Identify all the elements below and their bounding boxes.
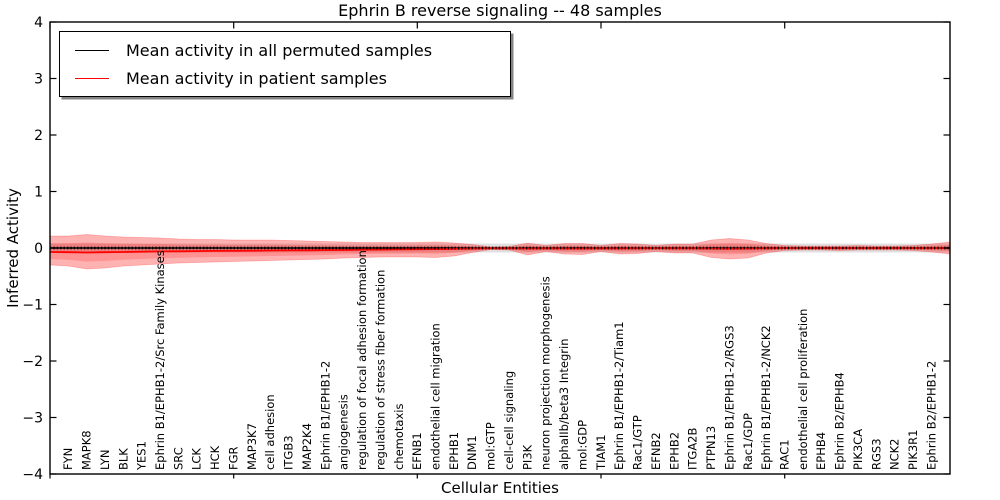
category-label: EPHB4 <box>814 432 828 470</box>
category-label: PI3K <box>520 444 534 470</box>
y-tick-label: 4 <box>34 15 43 31</box>
legend-entry-permuted: Mean activity in all permuted samples <box>60 36 510 64</box>
category-label: PTPN13 <box>704 426 718 470</box>
category-label: MAPK8 <box>80 430 94 470</box>
category-label: SRC <box>171 447 185 470</box>
legend-entry-patient: Mean activity in patient samples <box>60 64 510 92</box>
category-label: FYN <box>61 448 75 470</box>
y-tick-label: −4 <box>22 467 43 483</box>
category-label: angiogenesis <box>337 394 351 470</box>
category-label: HCK <box>208 445 222 470</box>
category-label: neuron projection morphogenesis <box>539 276 553 470</box>
category-label: EPHB1 <box>447 432 461 470</box>
category-label: cell adhesion <box>263 394 277 470</box>
category-label: RAC1 <box>778 439 792 470</box>
y-tick-label: 2 <box>34 128 43 144</box>
y-tick-label: −3 <box>22 411 43 427</box>
category-label: TIAM1 <box>594 434 608 471</box>
y-tick-label: −2 <box>22 354 43 370</box>
category-label: regulation of stress fiber formation <box>373 270 387 470</box>
category-label: MAP2K4 <box>300 423 314 470</box>
category-label: alphaIIb/beta3 Integrin <box>557 338 571 470</box>
category-label: Ephrin B1/EPHB1-2/NCK2 <box>759 325 773 470</box>
category-label: Ephrin B2/EPHB1-2 <box>924 361 938 470</box>
category-label: Rac1/GTP <box>631 415 645 470</box>
category-label: EFNB1 <box>410 432 424 470</box>
category-label: Ephrin B1/EPHB1-2/Tiam1 <box>612 321 626 470</box>
category-label: EFNB2 <box>649 432 663 470</box>
category-label: PIK3CA <box>851 429 865 470</box>
category-label: LYN <box>98 449 112 470</box>
legend-line-sample-patient <box>75 77 109 79</box>
category-label: Ephrin B2/EPHB4 <box>833 372 847 470</box>
category-label: Ephrin B1/EPHB1-2/RGS3 <box>722 325 736 470</box>
category-label: PIK3R1 <box>906 430 920 471</box>
category-label: DNM1 <box>465 435 479 470</box>
category-label: Ephrin B1/EPHB1-2 <box>318 361 332 470</box>
category-label: EPHB2 <box>667 432 681 470</box>
category-label: mol:GDP <box>576 420 590 470</box>
category-label: NCK2 <box>888 439 902 471</box>
category-label: RGS3 <box>869 438 883 470</box>
category-label: cell-cell signaling <box>502 371 516 470</box>
chart-title: Ephrin B reverse signaling -- 48 samples <box>338 1 662 20</box>
y-tick-label: 1 <box>34 185 43 201</box>
category-label: endothelial cell migration <box>429 323 443 470</box>
y-axis-label: Inferred Activity <box>4 188 22 308</box>
category-label: regulation of focal adhesion formation <box>355 250 369 470</box>
legend: Mean activity in all permuted samples Me… <box>59 31 511 97</box>
category-label: BLK <box>116 448 130 470</box>
x-axis-label: Cellular Entities <box>441 479 559 497</box>
y-tick-label: 3 <box>34 72 43 88</box>
category-label: FGR <box>227 446 241 470</box>
category-label: Rac1/GDP <box>741 413 755 470</box>
category-label: LCK <box>190 448 204 470</box>
category-label: mol:GTP <box>484 422 498 470</box>
category-label: ITGA2B <box>686 427 700 470</box>
legend-line-sample-permuted <box>75 49 109 51</box>
y-tick-label: 0 <box>34 241 43 257</box>
category-label: ITGB3 <box>282 435 296 470</box>
y-tick-label: −1 <box>22 298 43 314</box>
category-label: chemotaxis <box>392 404 406 470</box>
category-label: endothelial cell proliferation <box>796 309 810 470</box>
category-label: MAP3K7 <box>245 423 259 470</box>
legend-label-patient: Mean activity in patient samples <box>126 68 387 88</box>
category-label: YES1 <box>135 441 149 471</box>
category-label: Ephrin B1/EPHB1-2/Src Family Kinases <box>153 250 167 470</box>
legend-label-permuted: Mean activity in all permuted samples <box>126 40 433 60</box>
